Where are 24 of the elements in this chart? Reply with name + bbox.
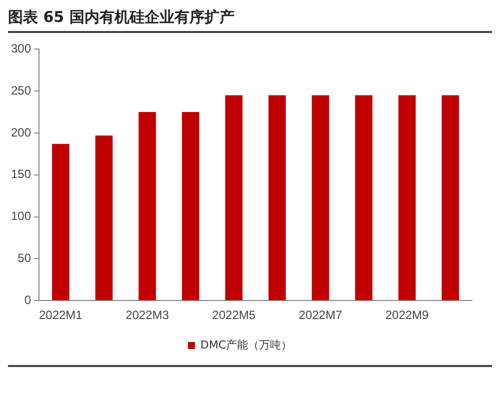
bar xyxy=(312,95,330,300)
y-tick-label: 300 xyxy=(10,42,32,56)
y-tick-label: 200 xyxy=(10,125,32,140)
bar xyxy=(52,144,70,300)
y-tick-label: 250 xyxy=(10,83,32,98)
x-tick-label: 2022M5 xyxy=(212,308,256,322)
x-tick-label: 2022M7 xyxy=(298,308,342,322)
bar xyxy=(138,112,156,300)
y-tick-label: 0 xyxy=(24,292,32,307)
bar xyxy=(182,112,200,300)
bar xyxy=(398,95,416,300)
bar xyxy=(225,95,243,300)
bar xyxy=(355,95,372,300)
legend-label: DMC产能（万吨） xyxy=(200,338,292,352)
x-tick-label: 2022M9 xyxy=(385,308,430,322)
y-tick-label: 100 xyxy=(10,209,32,224)
x-tick-label: 2022M1 xyxy=(38,308,83,322)
bar xyxy=(442,95,460,300)
x-tick-label: 2022M3 xyxy=(126,308,170,322)
bar xyxy=(95,136,113,300)
chart-title: 图表 65 国内有机硅企业有序扩产 xyxy=(8,8,492,33)
y-tick-label: 50 xyxy=(18,251,32,266)
bar xyxy=(268,95,286,300)
y-tick-label: 150 xyxy=(10,167,32,182)
